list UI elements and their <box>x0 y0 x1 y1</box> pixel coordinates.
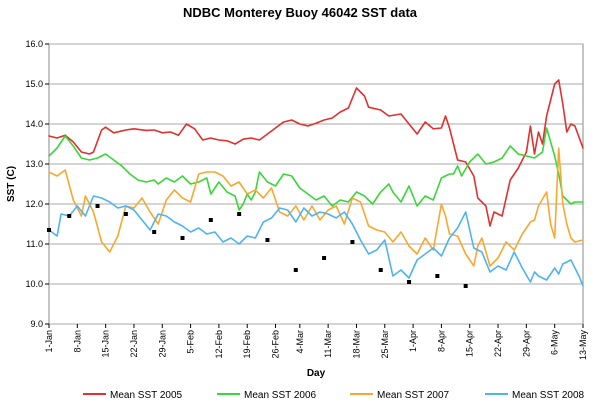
x-tick-label: 12-Feb <box>214 330 224 359</box>
x-tick-label: 26-Feb <box>271 330 281 359</box>
x-tick-label: 4-Mar <box>295 330 305 354</box>
x-tick-label: 15-Apr <box>465 330 475 357</box>
y-axis-label: SST (C) <box>6 166 17 202</box>
x-tick-label: 15-Jan <box>101 330 111 358</box>
data-marker <box>152 230 157 234</box>
plot-area <box>48 43 584 325</box>
data-marker <box>463 284 468 288</box>
x-tick-label: 29-Jan <box>157 330 167 358</box>
legend-entry: Mean SST 2006 <box>244 390 317 401</box>
legend-entry: Mean SST 2007 <box>377 390 450 401</box>
x-tick-label: 22-Jan <box>129 330 139 358</box>
legend-entry: Mean SST 2005 <box>110 390 183 401</box>
data-marker <box>378 268 383 272</box>
data-marker <box>407 280 412 284</box>
x-tick-label: 8-Jan <box>72 330 82 353</box>
data-marker <box>237 212 242 216</box>
data-marker <box>435 274 440 278</box>
x-tick-label: 1-Apr <box>408 330 418 352</box>
y-tick-label: 12.0 <box>25 199 43 209</box>
y-tick-label: 16.0 <box>25 39 43 49</box>
data-marker <box>350 240 355 244</box>
data-marker <box>123 212 128 216</box>
x-tick-label: 22-Apr <box>493 330 503 357</box>
x-tick-label: 6-May <box>550 330 560 356</box>
series-line-3 <box>48 195 584 287</box>
chart-title: NDBC Monterey Buoy 46042 SST data <box>183 5 418 20</box>
y-tick-label: 10.0 <box>25 279 43 289</box>
data-marker <box>208 218 213 222</box>
series-markers <box>47 204 468 288</box>
data-marker <box>180 236 185 240</box>
x-tick-label: 11-Mar <box>323 330 333 358</box>
legend-entry: Mean SST 2008 <box>512 390 585 401</box>
x-tick-label: 8-Apr <box>436 330 446 352</box>
data-marker <box>95 204 100 208</box>
data-marker <box>265 238 270 242</box>
data-marker <box>47 228 51 232</box>
data-marker <box>293 268 298 272</box>
x-tick-label: 19-Feb <box>242 330 252 359</box>
x-tick-label: 13-May <box>578 330 588 361</box>
x-tick-label: 29-Apr <box>521 330 531 357</box>
x-tick-label: 1-Jan <box>44 330 54 353</box>
x-tick-label: 25-Mar <box>380 330 390 359</box>
y-tick-label: 11.0 <box>26 239 43 249</box>
legend: Mean SST 2005 Mean SST 2006 Mean SST 2007 M… <box>83 390 585 401</box>
x-axis-ticks: 1-Jan 8-Jan 15-Jan 22-Jan 29-Jan 5-Feb 12-Feb 1… <box>44 324 588 360</box>
data-marker <box>322 256 327 260</box>
data-marker <box>67 214 72 218</box>
x-tick-label: 18-Mar <box>351 330 361 359</box>
x-tick-label: 5-Feb <box>186 330 196 354</box>
y-tick-label: 14.0 <box>25 119 43 129</box>
y-tick-label: 13.0 <box>25 159 43 169</box>
y-axis-ticks: 9.0 10.0 11.0 12.0 13.0 14.0 15.0 16.0 <box>25 39 49 329</box>
series-lines <box>48 79 584 287</box>
x-axis-label: Day <box>307 368 326 379</box>
series-line-1 <box>48 127 584 211</box>
y-tick-label: 15.0 <box>25 79 43 89</box>
series-line-0 <box>48 79 584 227</box>
y-tick-label: 9.0 <box>30 319 43 329</box>
